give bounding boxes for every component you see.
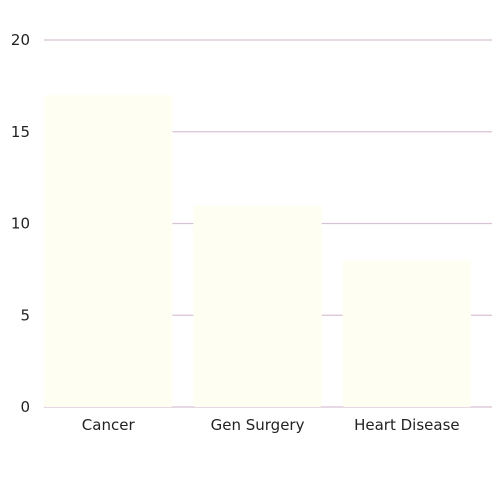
x-category-label: Gen Surgery <box>211 416 305 434</box>
y-tick-label: 15 <box>11 123 30 141</box>
bar-gen-surgery <box>193 205 321 407</box>
x-category-label: Cancer <box>82 416 136 434</box>
bar-cancer <box>44 95 172 407</box>
y-tick-label: 10 <box>11 215 30 233</box>
bar-heart-disease <box>343 260 471 407</box>
x-axis-category-labels: Cancer Gen Surgery Heart Disease <box>82 416 460 434</box>
y-tick-label: 0 <box>20 398 30 416</box>
y-tick-label: 5 <box>20 306 30 324</box>
bars <box>44 95 471 407</box>
y-axis-tick-labels: 0 5 10 15 20 <box>11 31 30 416</box>
x-category-label: Heart Disease <box>354 416 460 434</box>
y-tick-label: 20 <box>11 31 30 49</box>
